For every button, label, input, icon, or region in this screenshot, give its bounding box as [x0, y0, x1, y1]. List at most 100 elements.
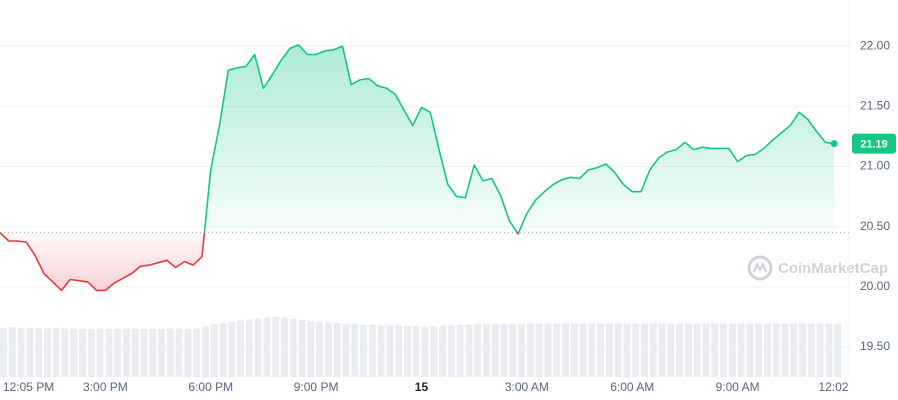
- volume-bar: [702, 323, 710, 377]
- y-tick-label: 20.50: [860, 219, 890, 233]
- volume-bar: [149, 329, 157, 377]
- volume-bar: [570, 323, 578, 377]
- volume-bar: [280, 317, 289, 377]
- x-tick-label: 9:00 AM: [716, 380, 760, 394]
- volume-bar: [658, 323, 666, 377]
- volume-bar: [193, 328, 201, 377]
- volume-bar: [588, 323, 596, 377]
- volume-bar: [114, 329, 122, 377]
- volume-bar: [430, 326, 438, 377]
- volume-bar: [676, 323, 684, 377]
- volume-bar: [219, 323, 227, 377]
- x-axis: 12:05 PM 3:00 PM 6:00 PM 9:00 PM 15 3:00 AM 6:…: [3, 380, 869, 394]
- volume-bar: [474, 324, 482, 377]
- volume-bar: [210, 324, 218, 377]
- x-tick-label: 6:00 PM: [188, 380, 233, 394]
- volume-bar: [35, 328, 43, 377]
- volume-bar: [807, 323, 815, 377]
- volume-bar: [799, 323, 807, 377]
- volume-bar: [228, 321, 236, 377]
- volume-bar: [825, 323, 833, 377]
- volume-bar: [693, 323, 701, 377]
- volume-bar: [184, 329, 192, 377]
- volume-bar: [105, 329, 113, 377]
- volume-bar: [500, 324, 508, 377]
- volume-bar: [237, 320, 245, 377]
- x-tick-label: 12:02 PM: [818, 380, 869, 394]
- price-tag-label: 21.19: [860, 138, 888, 150]
- volume-bar: [272, 317, 280, 377]
- volume-bar: [122, 328, 130, 377]
- x-tick-label: 3:00 PM: [83, 380, 128, 394]
- volume-bar: [439, 325, 447, 377]
- volume-bar: [403, 326, 411, 377]
- volume-bar: [316, 321, 324, 377]
- volume-bar: [482, 324, 490, 377]
- x-tick-label: 9:00 PM: [294, 380, 339, 394]
- volume-bar: [0, 327, 8, 377]
- volume-bar: [421, 326, 429, 377]
- x-tick-label: 3:00 AM: [505, 380, 549, 394]
- volume-bar: [52, 327, 60, 377]
- x-tick-label: 6:00 AM: [610, 380, 654, 394]
- volume-bar: [8, 327, 16, 377]
- volume-bar: [763, 323, 771, 377]
- current-price-dot: [830, 140, 838, 148]
- volume-bar: [377, 325, 385, 377]
- volume-bar: [465, 324, 473, 377]
- volume-bar: [491, 324, 499, 377]
- y-tick-label: 20.00: [860, 279, 890, 293]
- volume-bar: [447, 325, 455, 377]
- volume-bar: [254, 318, 262, 377]
- volume-bar: [579, 323, 587, 377]
- volume-bar: [324, 322, 332, 377]
- volume-bar: [684, 323, 692, 377]
- price-tag: [852, 133, 896, 154]
- price-line: [0, 44, 835, 292]
- volume-bar: [70, 328, 78, 377]
- volume-bar: [263, 317, 271, 377]
- watermark: CoinMarketCap: [747, 255, 888, 281]
- volume-bar: [641, 323, 649, 377]
- volume-bar: [544, 323, 552, 377]
- y-tick-label: 21.00: [860, 159, 890, 173]
- y-tick-label: 22.00: [860, 38, 890, 52]
- volume-bar: [43, 328, 51, 377]
- volume-bar: [781, 323, 789, 377]
- volume-bar: [737, 323, 745, 377]
- volume-bar: [87, 329, 95, 377]
- volume-bar: [412, 326, 420, 377]
- x-tick-label: 15: [415, 380, 429, 394]
- volume-bar: [298, 320, 306, 377]
- volume-bar: [605, 323, 613, 377]
- area: [0, 44, 835, 291]
- volume-bar: [728, 323, 736, 377]
- volume-bar: [245, 319, 253, 377]
- volume-bar: [131, 328, 139, 377]
- volume-bar: [79, 329, 87, 377]
- volume-bar: [816, 323, 824, 377]
- volume-bar: [26, 327, 34, 377]
- watermark-logo-mark: [753, 261, 767, 273]
- volume-bar: [518, 324, 526, 377]
- volume-bar: [307, 321, 315, 377]
- volume-bar: [386, 325, 394, 377]
- volume-bar: [158, 329, 166, 377]
- volume-bar: [360, 324, 368, 377]
- volume-bar: [342, 323, 350, 377]
- volume-bar: [368, 324, 376, 377]
- volume-bar: [649, 323, 657, 377]
- volume-bar: [289, 318, 297, 377]
- volume-bar: [96, 328, 104, 377]
- y-tick-label: 21.50: [860, 98, 890, 112]
- volume-bar: [17, 327, 25, 377]
- volume-bar: [597, 323, 605, 377]
- watermark-text: CoinMarketCap: [778, 260, 888, 277]
- volume-bar: [632, 323, 640, 377]
- volume-bar: [526, 323, 534, 377]
- y-tick-label: 19.50: [860, 339, 890, 353]
- volume-bar: [333, 323, 341, 377]
- volume-bar: [351, 324, 359, 377]
- x-tick-label: 12:05 PM: [3, 380, 54, 394]
